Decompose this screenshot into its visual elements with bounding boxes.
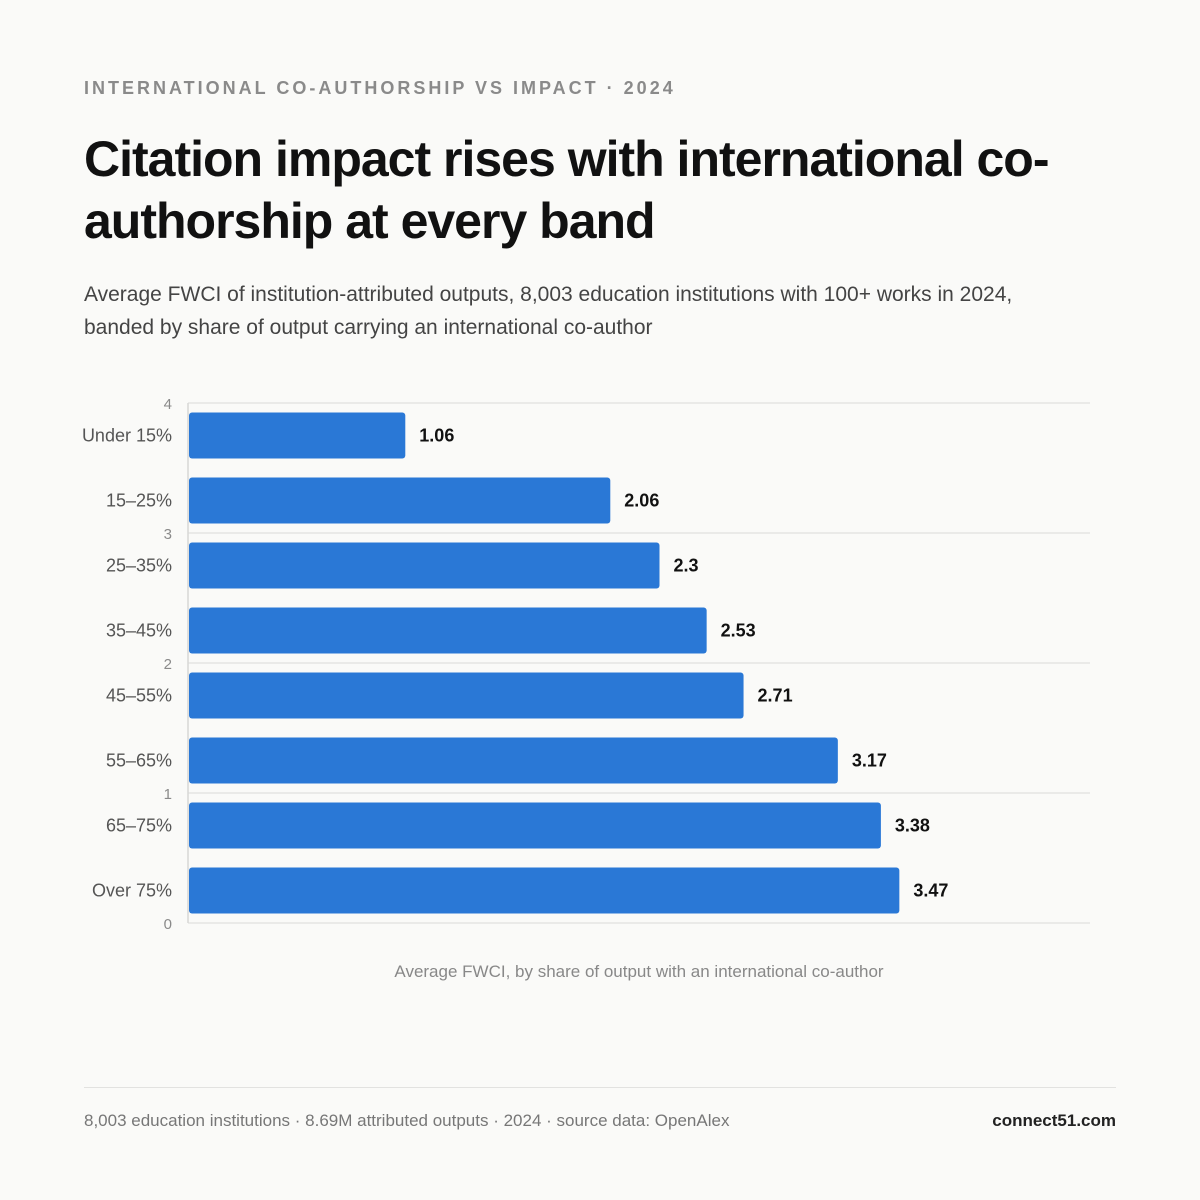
category-label: 15–25% (106, 491, 172, 511)
value-label: 2.3 (674, 556, 699, 576)
category-label: Over 75% (92, 881, 172, 901)
bar (189, 607, 707, 654)
footer-divider (84, 1087, 1116, 1088)
value-label: 3.47 (913, 881, 948, 901)
bar (189, 477, 611, 524)
footer-source-note: 8,003 education institutions · 8.69M att… (84, 1111, 730, 1130)
value-label: 2.53 (721, 621, 756, 641)
bar (189, 542, 660, 589)
axis-tick-label: 2 (164, 656, 172, 673)
category-label: Under 15% (82, 426, 172, 446)
axis-tick-label: 4 (164, 396, 172, 413)
bar (189, 867, 900, 914)
bar (189, 737, 838, 784)
value-label: 1.06 (419, 426, 454, 446)
kicker: INTERNATIONAL CO-AUTHORSHIP VS IMPACT · … (84, 78, 676, 98)
category-label: 65–75% (106, 816, 172, 836)
bar-chart: 4 3 2 1 0 Under 15% 1.06 15–25% 2.06 25–35% 2.3 35–… (82, 396, 1090, 981)
category-label: 35–45% (106, 621, 172, 641)
category-label: 55–65% (106, 751, 172, 771)
bar (189, 412, 406, 459)
x-axis-title: Average FWCI, by share of output with an… (394, 962, 884, 981)
category-label: 25–35% (106, 556, 172, 576)
bar (189, 802, 881, 849)
bar (189, 672, 744, 719)
axis-tick-label: 3 (164, 526, 172, 543)
chart-subtitle: Average FWCI of institution-attributed o… (84, 283, 1013, 339)
value-label: 3.38 (895, 816, 930, 836)
value-label: 3.17 (852, 751, 887, 771)
axis-tick-label: 1 (164, 786, 172, 803)
value-label: 2.71 (758, 686, 793, 706)
chart-title: Citation impact rises with international… (84, 131, 1049, 249)
value-label: 2.06 (624, 491, 659, 511)
axis-tick-label: 0 (164, 916, 172, 933)
footer-brand: connect51.com (992, 1111, 1116, 1130)
category-label: 45–55% (106, 686, 172, 706)
